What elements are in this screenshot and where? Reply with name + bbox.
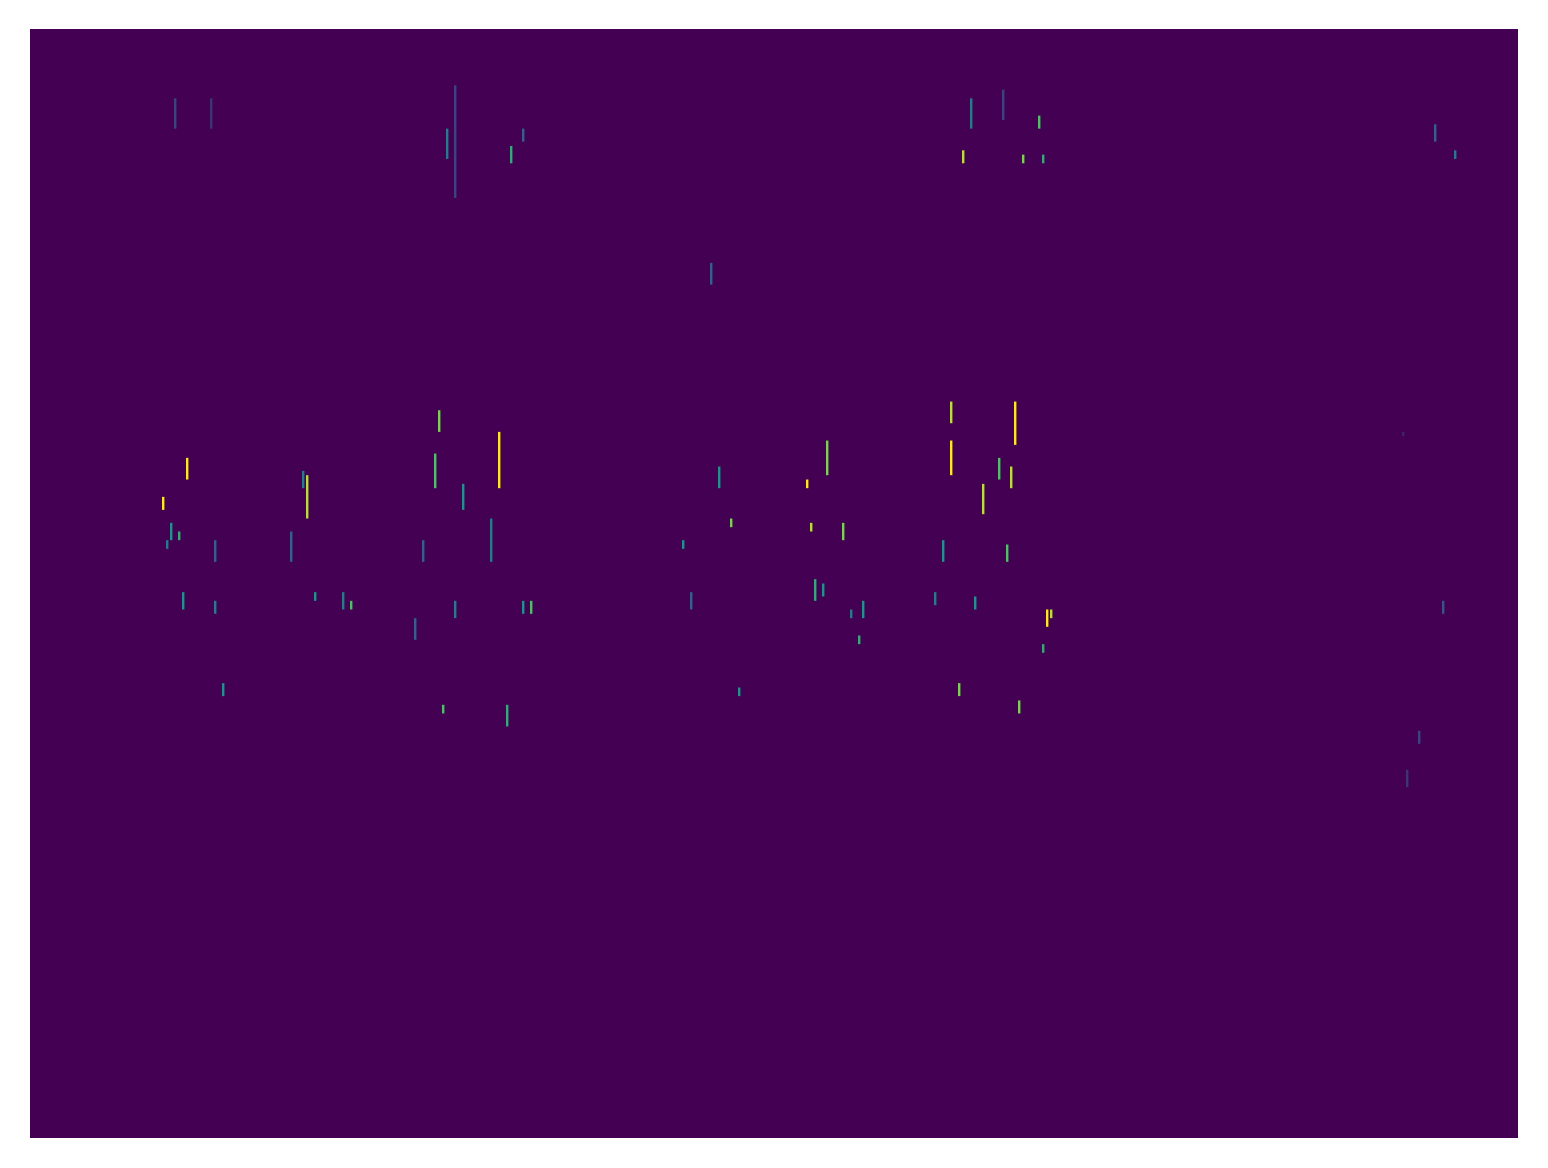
heatmap-cell bbox=[1042, 155, 1044, 164]
heatmap-cell bbox=[166, 540, 168, 549]
heatmap-cell bbox=[682, 540, 684, 549]
chart bbox=[0, 0, 1548, 1168]
heatmap-cell bbox=[850, 609, 852, 618]
heatmap-cell bbox=[738, 687, 740, 696]
heatmap-cell bbox=[302, 471, 304, 488]
heatmap-cell bbox=[1018, 700, 1020, 713]
heatmap-cell bbox=[414, 618, 416, 640]
heatmap-cell bbox=[530, 601, 532, 614]
heatmap-cell bbox=[1418, 731, 1420, 744]
heatmap-cell bbox=[806, 480, 808, 489]
heatmap-cell bbox=[490, 519, 492, 562]
heatmap-cell bbox=[210, 98, 212, 128]
heatmap-cell bbox=[862, 601, 864, 618]
heatmap-cell bbox=[942, 540, 944, 562]
heatmap-cell bbox=[822, 584, 824, 597]
heatmap-cell bbox=[314, 592, 316, 601]
heatmap-cell bbox=[718, 467, 720, 489]
heatmap-cell bbox=[306, 475, 308, 518]
heatmap-cell bbox=[290, 532, 292, 562]
heatmap-cell bbox=[462, 484, 464, 510]
heatmap-cell bbox=[962, 150, 964, 163]
heatmap-cell bbox=[810, 523, 812, 532]
heatmap-cell bbox=[1046, 609, 1048, 626]
heatmap-cell bbox=[174, 98, 176, 128]
plot-background bbox=[30, 29, 1518, 1138]
heatmap-cell bbox=[510, 146, 512, 163]
heatmap-cell bbox=[690, 592, 692, 609]
heatmap-cell bbox=[710, 263, 712, 285]
heatmap-cell bbox=[1010, 467, 1012, 489]
heatmap-cell bbox=[1038, 116, 1040, 129]
heatmap-cell bbox=[446, 129, 448, 159]
heatmap-cell bbox=[730, 519, 732, 528]
heatmap-cell bbox=[1434, 124, 1436, 141]
heatmap-cell bbox=[498, 432, 500, 488]
heatmap-cell bbox=[222, 683, 224, 696]
heatmap-cell bbox=[422, 540, 424, 562]
heatmap-cell bbox=[982, 484, 984, 514]
heatmap-cell bbox=[438, 410, 440, 432]
heatmap-cell bbox=[454, 85, 456, 198]
heatmap-cell bbox=[858, 635, 860, 644]
heatmap-cell bbox=[998, 458, 1000, 480]
heatmap-cell bbox=[1014, 402, 1016, 445]
heatmap-cell bbox=[958, 683, 960, 696]
heatmap-cell bbox=[1050, 609, 1052, 618]
heatmap-cell bbox=[934, 592, 936, 605]
heatmap-cell bbox=[950, 402, 952, 424]
heatmap-cell bbox=[214, 540, 216, 562]
heatmap-cell bbox=[1442, 601, 1444, 614]
heatmap-cell bbox=[342, 592, 344, 609]
heatmap-cell bbox=[522, 601, 524, 614]
heatmap-cell bbox=[454, 601, 456, 618]
heatmap-cell bbox=[842, 523, 844, 540]
heatmap-cell bbox=[170, 523, 172, 540]
heatmap-cell bbox=[506, 705, 508, 727]
heatmap-cell bbox=[214, 601, 216, 614]
heatmap-cell bbox=[970, 98, 972, 128]
heatmap-cell bbox=[1002, 90, 1004, 120]
heatmap-cell bbox=[182, 592, 184, 609]
heatmap-cell bbox=[974, 596, 976, 609]
heatmap-cell bbox=[186, 458, 188, 480]
heatmap-cell bbox=[1022, 155, 1024, 164]
cells bbox=[162, 85, 1456, 787]
heatmap-cell bbox=[442, 705, 444, 714]
heatmap-cell bbox=[522, 129, 524, 142]
heatmap-cell bbox=[1402, 432, 1404, 436]
heatmap-cell bbox=[434, 454, 436, 489]
heatmap-cell bbox=[1006, 545, 1008, 562]
heatmap-cell bbox=[1042, 644, 1044, 653]
heatmap-cell bbox=[814, 579, 816, 601]
heatmap-cell bbox=[1406, 770, 1408, 787]
heatmap-cell bbox=[826, 441, 828, 476]
heatmap-cell bbox=[162, 497, 164, 510]
heatmap-cell bbox=[1454, 150, 1456, 159]
heatmap-cell bbox=[350, 601, 352, 610]
heatmap-cell bbox=[178, 532, 180, 541]
heatmap-cell bbox=[950, 441, 952, 476]
